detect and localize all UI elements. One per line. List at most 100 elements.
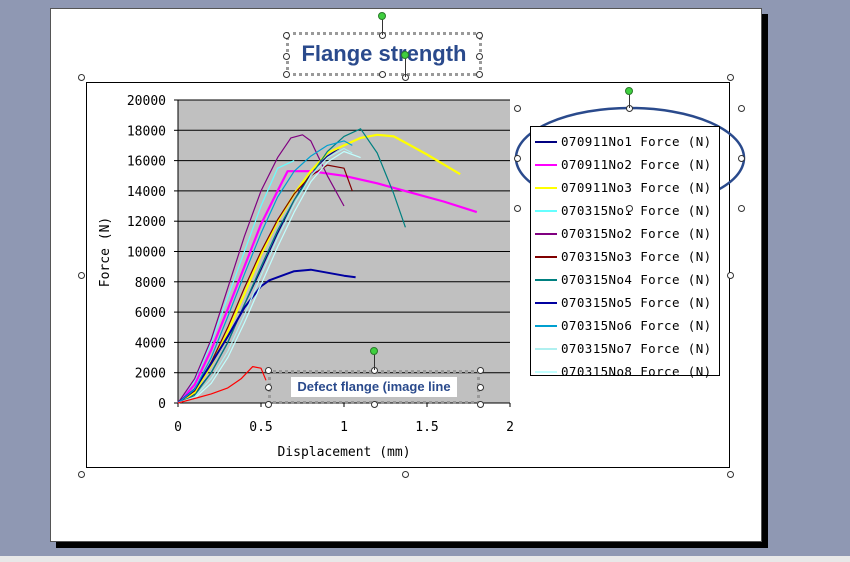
legend-item: 070315No6 Force (N) xyxy=(531,314,719,337)
series-line-2 xyxy=(177,170,478,404)
resize-handle[interactable] xyxy=(477,384,484,391)
resize-handle[interactable] xyxy=(514,155,521,162)
resize-handle[interactable] xyxy=(283,71,290,78)
resize-handle[interactable] xyxy=(738,205,745,212)
series-line-9 xyxy=(177,140,353,404)
rotate-handle[interactable] xyxy=(401,51,409,59)
x-tick-label: 1 xyxy=(340,420,348,435)
y-tick-label: 2000 xyxy=(135,367,166,382)
legend-label: 070315No1 Force (N) xyxy=(561,203,712,218)
resize-handle[interactable] xyxy=(514,205,521,212)
rotate-handle[interactable] xyxy=(370,347,378,355)
y-tick-label: 18000 xyxy=(127,124,166,139)
resize-handle[interactable] xyxy=(283,32,290,39)
resize-handle[interactable] xyxy=(514,105,521,112)
legend-label: 070315No3 Force (N) xyxy=(561,249,712,264)
legend-swatch xyxy=(535,209,557,212)
resize-handle[interactable] xyxy=(477,401,484,408)
rotate-handle-stem xyxy=(382,16,383,35)
resize-handle[interactable] xyxy=(78,74,85,81)
legend-label: 070315No2 Force (N) xyxy=(561,226,712,241)
resize-handle[interactable] xyxy=(727,272,734,279)
legend-swatch xyxy=(535,255,557,258)
legend-swatch xyxy=(535,232,557,235)
resize-handle[interactable] xyxy=(379,71,386,78)
rotate-handle[interactable] xyxy=(378,12,386,20)
y-tick-label: 16000 xyxy=(127,155,166,170)
y-tick-label: 4000 xyxy=(135,336,166,351)
page-title: Flange strength xyxy=(301,41,467,66)
series-line-7 xyxy=(177,128,406,404)
resize-handle[interactable] xyxy=(476,71,483,78)
x-tick-label: 2 xyxy=(506,420,514,435)
legend-item: 070911No3 Force (N) xyxy=(531,176,719,199)
legend-item: 070315No5 Force (N) xyxy=(531,291,719,314)
resize-handle[interactable] xyxy=(78,272,85,279)
legend-item: 070315No8 Force (N) xyxy=(531,360,719,383)
resize-handle[interactable] xyxy=(476,53,483,60)
legend-swatch xyxy=(535,163,557,166)
legend-swatch xyxy=(535,324,557,327)
chart-legend[interactable]: 070911No1 Force (N) 070911No2 Force (N) 07… xyxy=(530,126,720,379)
legend-label: 070911No1 Force (N) xyxy=(561,134,712,149)
y-tick-label: 12000 xyxy=(127,215,166,230)
resize-handle[interactable] xyxy=(265,401,272,408)
legend-item: 070315No4 Force (N) xyxy=(531,268,719,291)
x-tick-labels: 0 0.5 1 1.5 2 xyxy=(174,420,514,435)
resize-handle[interactable] xyxy=(738,105,745,112)
legend-label: 070315No8 Force (N) xyxy=(561,364,712,379)
x-tick-label: 1.5 xyxy=(415,420,438,435)
legend-label: 070315No7 Force (N) xyxy=(561,341,712,356)
x-tick-label: 0 xyxy=(174,420,182,435)
resize-handle[interactable] xyxy=(477,367,484,374)
resize-handle[interactable] xyxy=(265,367,272,374)
legend-label: 070315No6 Force (N) xyxy=(561,318,712,333)
y-tick-labels: 0 2000 4000 6000 8000 10000 12000 14000 16000 180… xyxy=(127,94,166,412)
rotate-handle-stem xyxy=(374,351,375,370)
series-line-5 xyxy=(177,134,345,404)
resize-handle[interactable] xyxy=(727,471,734,478)
legend-item: 070315No2 Force (N) xyxy=(531,222,719,245)
resize-handle[interactable] xyxy=(626,205,633,212)
status-strip xyxy=(0,556,850,562)
resize-handle[interactable] xyxy=(476,32,483,39)
y-tick-label: 20000 xyxy=(127,94,166,109)
legend-swatch xyxy=(535,278,557,281)
y-tick-label: 6000 xyxy=(135,306,166,321)
resize-handle[interactable] xyxy=(727,74,734,81)
callout-text: Defect flange (image line xyxy=(297,379,451,394)
rotate-handle[interactable] xyxy=(625,87,633,95)
resize-handle[interactable] xyxy=(78,471,85,478)
resize-handle[interactable] xyxy=(265,384,272,391)
legend-swatch xyxy=(535,186,557,189)
series-line-10 xyxy=(177,147,353,404)
legend-item: 070911No1 Force (N) xyxy=(531,130,719,153)
resize-handle[interactable] xyxy=(402,471,409,478)
legend-label: 070315No4 Force (N) xyxy=(561,272,712,287)
legend-item: 070911No2 Force (N) xyxy=(531,153,719,176)
legend-label: 070911No3 Force (N) xyxy=(561,180,712,195)
resize-handle[interactable] xyxy=(283,53,290,60)
legend-item: 070315No3 Force (N) xyxy=(531,245,719,268)
legend-swatch xyxy=(535,347,557,350)
legend-item: 070315No1 Force (N) xyxy=(531,199,719,222)
rotate-handle-stem xyxy=(629,91,630,108)
legend-swatch xyxy=(535,370,557,373)
series-lines xyxy=(177,128,478,404)
y-tick-label: 10000 xyxy=(127,246,166,261)
series-line-11 xyxy=(177,150,361,404)
resize-handle[interactable] xyxy=(371,401,378,408)
resize-handle[interactable] xyxy=(738,155,745,162)
y-tick-label: 0 xyxy=(158,397,166,412)
legend-label: 070911No2 Force (N) xyxy=(561,157,712,172)
legend-swatch xyxy=(535,140,557,143)
series-line-8 xyxy=(177,268,356,404)
legend-item: 070315No7 Force (N) xyxy=(531,337,719,360)
x-axis-label: Displacement (mm) xyxy=(277,445,410,460)
callout-textbox[interactable]: Defect flange (image line xyxy=(268,370,480,404)
series-line-12 xyxy=(177,366,267,404)
legend-label: 070315No5 Force (N) xyxy=(561,295,712,310)
callout-inner: Defect flange (image line xyxy=(291,377,457,397)
rotate-handle-stem xyxy=(405,55,406,77)
